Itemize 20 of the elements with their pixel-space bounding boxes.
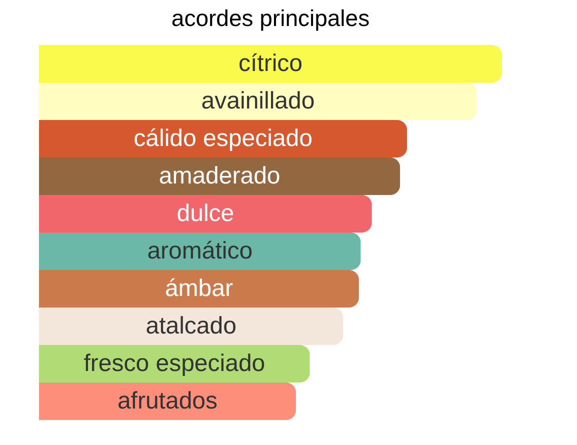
bar [39, 382, 296, 420]
y-tick-label: cálido especiado [134, 124, 312, 152]
bar [39, 158, 400, 195]
y-tick-label: dulce [176, 200, 234, 227]
y-tick-label: ámbar [164, 274, 233, 302]
bar [39, 308, 344, 345]
y-tick-label: avainillado [201, 87, 315, 114]
bar [39, 45, 502, 82]
bar [39, 195, 372, 232]
bar [39, 232, 361, 270]
bar [39, 120, 408, 158]
y-tick-label: atalcado [146, 312, 236, 340]
y-tick-label: cítrico [238, 50, 303, 77]
chart-title: acordes principales [171, 5, 370, 31]
y-tick-label: fresco especiado [84, 350, 266, 377]
bar [39, 270, 359, 308]
bar [39, 82, 477, 120]
y-tick-label: aromático [147, 237, 253, 264]
y-tick-label: afrutados [117, 387, 218, 414]
y-tick-label: amaderado [158, 162, 280, 190]
